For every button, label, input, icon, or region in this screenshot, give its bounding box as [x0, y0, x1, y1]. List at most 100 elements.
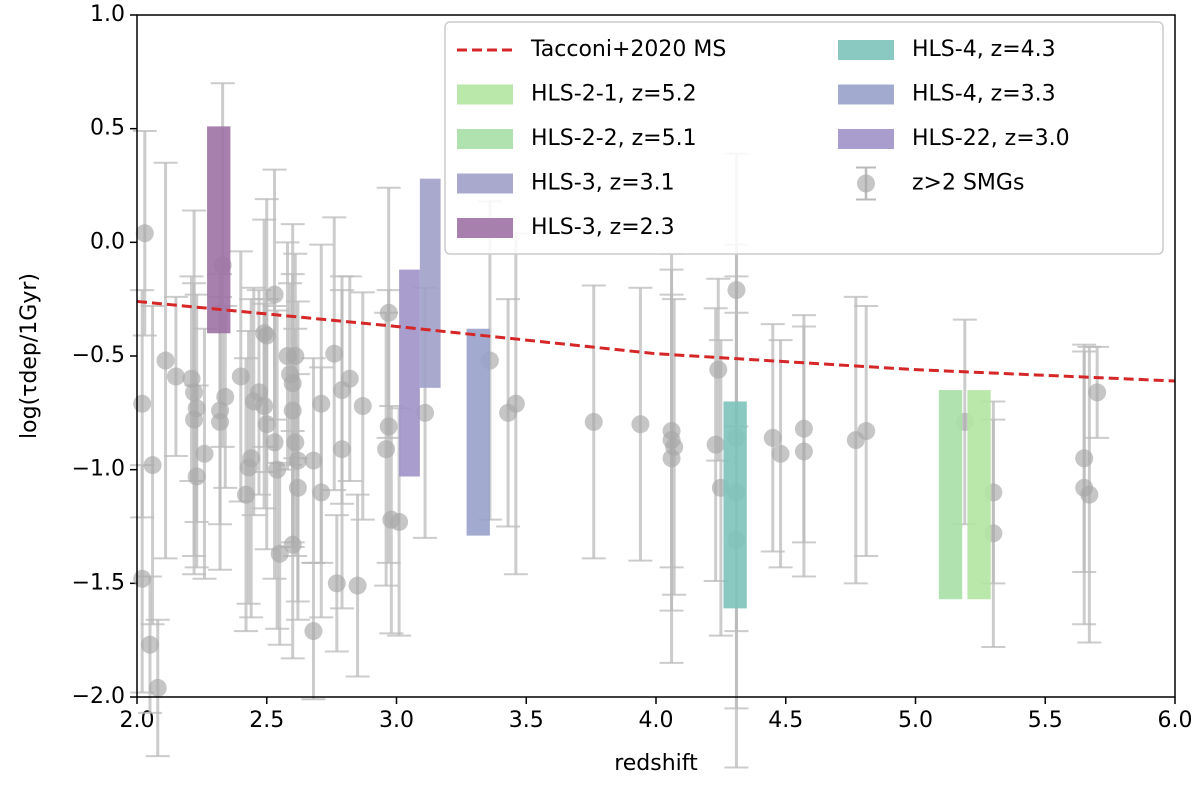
point [257, 326, 276, 345]
point [312, 394, 331, 413]
range-box [419, 178, 441, 388]
y-tick-label: −2.0 [72, 684, 125, 709]
legend-label: HLS-4, z=3.3 [912, 82, 1056, 107]
point [265, 433, 284, 452]
point [286, 347, 305, 365]
point [135, 224, 154, 243]
point [216, 387, 235, 406]
point [304, 451, 323, 470]
range-box [466, 328, 490, 536]
point [286, 433, 305, 452]
point [249, 383, 268, 402]
point [340, 369, 359, 388]
point [706, 435, 725, 454]
legend-box [444, 21, 1164, 255]
point [377, 440, 396, 459]
point [236, 485, 255, 504]
point [166, 367, 185, 386]
point [348, 576, 367, 595]
y-axis-label: log(τdep/1Gyr) [17, 273, 42, 439]
point [288, 451, 307, 470]
range-box [723, 401, 747, 609]
point [506, 394, 525, 413]
legend-label: HLS-4, z=4.3 [912, 37, 1056, 62]
x-axis-label: redshift [614, 751, 698, 776]
point [133, 569, 152, 588]
point [211, 401, 230, 420]
point [763, 428, 782, 447]
y-tick-label: −0.5 [72, 343, 125, 368]
y-tick-label: 0.5 [90, 116, 125, 141]
point [187, 467, 206, 486]
point [1088, 383, 1107, 402]
point [255, 397, 274, 416]
legend-swatch [457, 218, 513, 238]
plot-frame [136, 14, 1176, 698]
legend-label: HLS-22, z=3.0 [912, 126, 1070, 151]
y-tick-label: −1.5 [72, 570, 125, 595]
point [312, 483, 331, 502]
point [857, 422, 876, 441]
point [1080, 485, 1099, 504]
point [325, 344, 344, 363]
ms-line [136, 299, 1176, 383]
x-tick-label: 5.5 [1028, 708, 1063, 733]
point [268, 460, 287, 479]
point [185, 410, 204, 429]
point [794, 419, 813, 438]
point [283, 401, 302, 420]
point [727, 281, 746, 300]
y-tick-label: 1.0 [90, 2, 125, 27]
legend-swatch [838, 40, 894, 60]
point [304, 622, 323, 641]
range-box [967, 390, 991, 600]
x-tick-label: 3.5 [509, 708, 544, 733]
point [665, 437, 684, 456]
legend-label: HLS-3, z=2.3 [531, 215, 675, 240]
point [771, 444, 790, 463]
point [1075, 449, 1094, 468]
legend-swatch [457, 84, 513, 105]
point [283, 374, 302, 393]
x-tick-label: 4.0 [639, 708, 674, 733]
y-tick-label: 0.0 [90, 229, 125, 254]
point [709, 360, 728, 379]
x-tick-label: 3.0 [379, 708, 414, 733]
range-box [399, 269, 420, 477]
point [195, 444, 214, 463]
legend-label: Tacconi+2020 MS [530, 37, 726, 62]
point [379, 417, 398, 436]
point [231, 367, 250, 386]
point [631, 415, 650, 434]
x-tick-label: 6.0 [1158, 708, 1193, 733]
point [416, 403, 435, 422]
point [333, 440, 352, 459]
legend-swatch [838, 129, 894, 149]
y-tick-label: −1.0 [72, 457, 125, 482]
point [327, 574, 346, 593]
point [265, 285, 284, 304]
legend-label: z>2 SMGs [912, 171, 1024, 196]
point [584, 412, 603, 431]
point [353, 397, 372, 416]
point [133, 394, 152, 413]
point [257, 415, 276, 434]
legend-label: HLS-3, z=3.1 [531, 171, 675, 196]
legend-swatch [457, 129, 513, 149]
point [156, 351, 175, 370]
point [379, 303, 398, 322]
legend-label: HLS-2-1, z=5.2 [531, 82, 697, 107]
point [288, 478, 307, 497]
point [185, 383, 204, 402]
x-tick-label: 2.5 [249, 708, 284, 733]
legend-swatch [457, 173, 513, 194]
point [270, 544, 289, 563]
x-tick-label: 4.5 [768, 708, 803, 733]
point [182, 369, 201, 388]
x-tick-label: 5.0 [898, 708, 933, 733]
legend-label: HLS-2-2, z=5.1 [531, 126, 697, 151]
point [148, 678, 167, 697]
point [794, 442, 813, 461]
point [143, 456, 162, 475]
